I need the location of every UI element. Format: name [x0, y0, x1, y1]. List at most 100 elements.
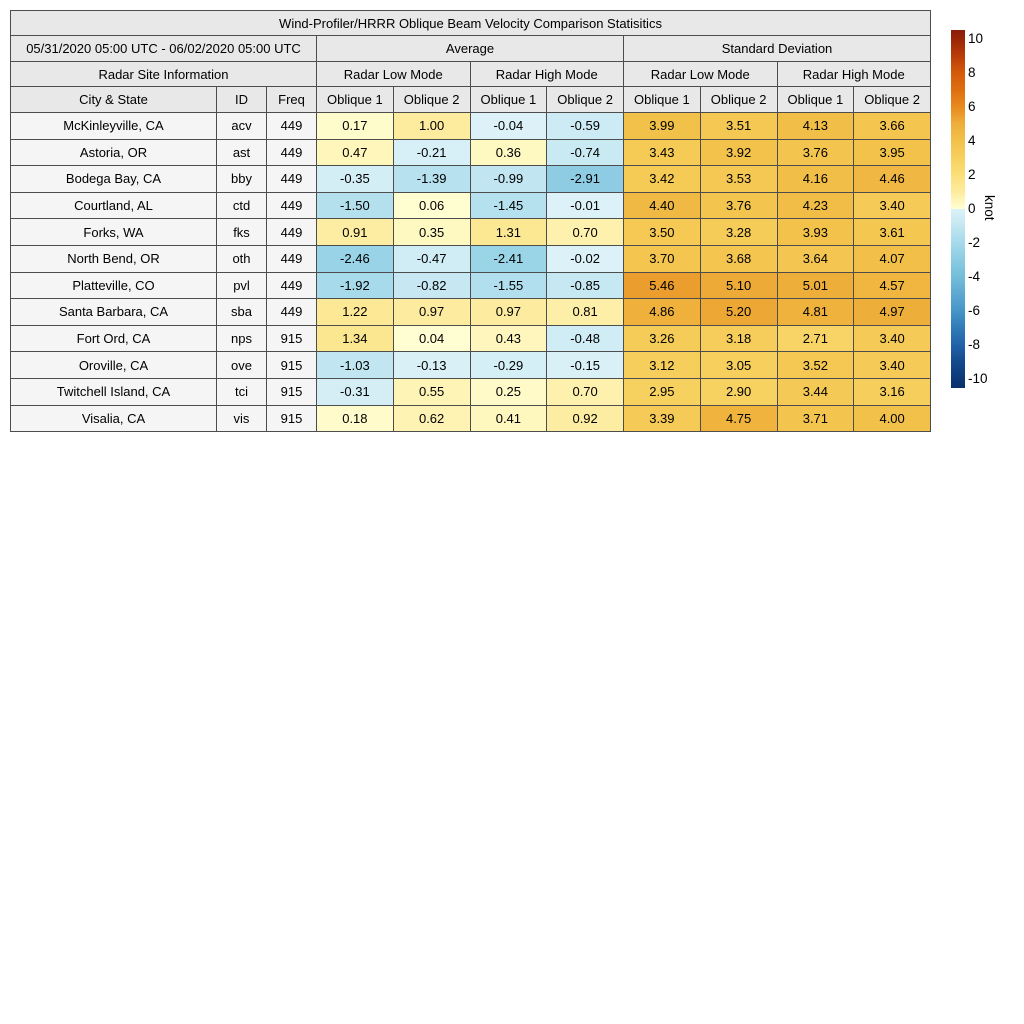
site-id-cell: vis	[216, 404, 267, 433]
city-cell: North Bend, OR	[10, 244, 217, 273]
avg-value-cell: -0.29	[469, 351, 548, 379]
std-value-cell: 3.44	[776, 377, 855, 406]
std-value-cell: 5.01	[776, 271, 855, 300]
avg-value-cell: -2.41	[469, 244, 548, 273]
city-cell: Santa Barbara, CA	[10, 298, 217, 326]
colorbar-tick-label: -4	[968, 269, 981, 285]
site-info-header: Radar Site Information	[10, 61, 317, 87]
std-value-cell: 3.93	[776, 218, 855, 246]
std-value-cell: 3.51	[699, 112, 778, 140]
site-id-cell: pvl	[216, 271, 267, 300]
std-value-cell: 4.00	[853, 404, 931, 433]
table-row: Twitchell Island, CA tci 915 -0.31 0.55 0.25 0…	[10, 377, 931, 406]
std-value-cell: 3.43	[623, 138, 701, 167]
col-header-freq: Freq	[266, 86, 317, 113]
avg-value-cell: 1.31	[469, 218, 548, 246]
std-value-cell: 5.10	[699, 271, 778, 300]
col-header-oblique1: Oblique 1	[469, 86, 548, 113]
freq-cell: 915	[266, 351, 317, 379]
colorbar-tick-label: 6	[968, 98, 976, 114]
table-row: Forks, WA fks 449 0.91 0.35 1.31 0.70 3.50 3.28 3…	[10, 218, 931, 246]
std-value-cell: 3.18	[699, 324, 778, 353]
table-row: Santa Barbara, CA sba 449 1.22 0.97 0.97 0.81 4…	[10, 298, 931, 326]
std-value-cell: 4.57	[853, 271, 931, 300]
colorbar-tick-label: -2	[968, 235, 981, 251]
avg-value-cell: 1.22	[316, 298, 394, 326]
colorbar-tick-label: -6	[968, 303, 981, 319]
avg-value-cell: -1.92	[316, 271, 394, 300]
site-id-cell: tci	[216, 377, 267, 406]
avg-value-cell: 0.36	[469, 138, 548, 167]
std-value-cell: 3.66	[853, 112, 931, 140]
freq-cell: 449	[266, 191, 317, 220]
std-value-cell: 3.68	[699, 244, 778, 273]
table-row: Visalia, CA vis 915 0.18 0.62 0.41 0.92 3.39 4.7…	[10, 404, 931, 433]
std-value-cell: 3.64	[776, 244, 855, 273]
avg-value-cell: -0.82	[392, 271, 471, 300]
site-id-cell: bby	[216, 165, 267, 193]
table-row: Bodega Bay, CA bby 449 -0.35 -1.39 -0.99 -2.91…	[10, 165, 931, 193]
colorbar-unit-label: knot	[982, 195, 997, 221]
table-row: North Bend, OR oth 449 -2.46 -0.47 -2.41 -0.02…	[10, 244, 931, 273]
title-row: Wind-Profiler/HRRR Oblique Beam Velocity…	[10, 10, 931, 36]
col-header-oblique2: Oblique 2	[546, 86, 624, 113]
avg-value-cell: -1.45	[469, 191, 548, 220]
freq-cell: 449	[266, 298, 317, 326]
site-id-cell: oth	[216, 244, 267, 273]
avg-value-cell: 0.91	[316, 218, 394, 246]
avg-value-cell: 0.62	[392, 404, 471, 433]
city-cell: Courtland, AL	[10, 191, 217, 220]
std-value-cell: 3.76	[776, 138, 855, 167]
avg-value-cell: 0.70	[546, 377, 624, 406]
col-header-oblique1: Oblique 1	[776, 86, 855, 113]
freq-cell: 449	[266, 165, 317, 193]
std-value-cell: 3.40	[853, 191, 931, 220]
avg-value-cell: -0.47	[392, 244, 471, 273]
freq-cell: 449	[266, 218, 317, 246]
freq-cell: 915	[266, 404, 317, 433]
avg-value-cell: 0.47	[316, 138, 394, 167]
std-value-cell: 2.90	[699, 377, 778, 406]
std-value-cell: 4.81	[776, 298, 855, 326]
city-cell: Platteville, CO	[10, 271, 217, 300]
avg-value-cell: 0.97	[469, 298, 548, 326]
colorbar-tick-label: 0	[968, 201, 976, 216]
std-value-cell: 4.86	[623, 298, 701, 326]
std-value-cell: 4.23	[776, 191, 855, 220]
avg-value-cell: -0.48	[546, 324, 624, 353]
std-value-cell: 4.46	[853, 165, 931, 193]
avg-value-cell: 0.41	[469, 404, 548, 433]
table-row: Fort Ord, CA nps 915 1.34 0.04 0.43 -0.48 3.26 3…	[10, 324, 931, 353]
site-id-cell: sba	[216, 298, 267, 326]
avg-value-cell: 0.04	[392, 324, 471, 353]
std-value-cell: 3.99	[623, 112, 701, 140]
freq-cell: 449	[266, 112, 317, 140]
mode-header-std-low: Radar Low Mode	[623, 61, 778, 87]
avg-value-cell: -0.21	[392, 138, 471, 167]
colorbar-tick-label: -10	[968, 371, 988, 387]
std-value-cell: 3.50	[623, 218, 701, 246]
city-cell: Oroville, CA	[10, 351, 217, 379]
std-value-cell: 3.40	[853, 351, 931, 379]
avg-value-cell: 0.43	[469, 324, 548, 353]
std-value-cell: 3.40	[853, 324, 931, 353]
freq-cell: 915	[266, 377, 317, 406]
colorbar-tick-label: 8	[968, 64, 976, 80]
avg-value-cell: -1.39	[392, 165, 471, 193]
std-value-cell: 4.97	[853, 298, 931, 326]
mode-header-avg-low: Radar Low Mode	[316, 61, 471, 87]
std-value-cell: 3.53	[699, 165, 778, 193]
site-id-cell: ast	[216, 138, 267, 167]
std-value-cell: 4.40	[623, 191, 701, 220]
table-row: McKinleyville, CA acv 449 0.17 1.00 -0.04 -0.5…	[10, 112, 931, 140]
site-id-cell: ove	[216, 351, 267, 379]
avg-value-cell: -2.46	[316, 244, 394, 273]
std-value-cell: 5.46	[623, 271, 701, 300]
std-value-cell: 3.16	[853, 377, 931, 406]
std-value-cell: 3.39	[623, 404, 701, 433]
std-value-cell: 4.75	[699, 404, 778, 433]
avg-value-cell: -0.01	[546, 191, 624, 220]
site-id-cell: ctd	[216, 191, 267, 220]
colorbar-tick-label: 10	[968, 30, 984, 46]
avg-value-cell: 0.92	[546, 404, 624, 433]
